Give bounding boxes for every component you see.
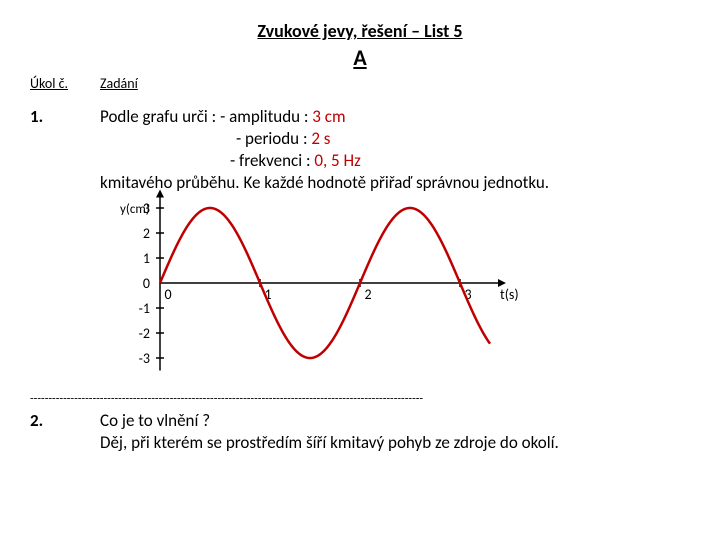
svg-text:0: 0 <box>164 286 171 303</box>
page-title: Zvukové jevy, řešení – List 5 <box>30 20 690 42</box>
divider: ----------------------------------------… <box>30 392 690 406</box>
svg-text:1: 1 <box>143 250 150 267</box>
task1-ans3: 0, 5 Hz <box>314 150 360 171</box>
variant-letter: A <box>30 44 690 71</box>
task-1-body: Podle grafu urči : - amplitudu : 3 cm - … <box>100 106 690 194</box>
column-headers: Úkol č. Zadání <box>30 75 690 92</box>
task-1: 1. Podle grafu urči : - amplitudu : 3 cm… <box>30 106 690 194</box>
task-2: 2. Co je to vlnění ? Děj, při kterém se … <box>30 410 690 454</box>
task1-line2: - periodu : <box>236 128 311 149</box>
task1-ans2: 2 s <box>311 128 330 149</box>
svg-text:0: 0 <box>143 275 150 292</box>
task1-ans1: 3 cm <box>312 106 345 127</box>
task-2-number: 2. <box>30 410 100 454</box>
task2-question: Co je to vlnění ? <box>100 410 690 432</box>
svg-text:-3: -3 <box>139 350 150 367</box>
task1-line1: Podle grafu urči : - amplitudu : <box>100 106 312 127</box>
task-1-number: 1. <box>30 106 100 194</box>
svg-text:-2: -2 <box>139 325 150 342</box>
header-task-num: Úkol č. <box>30 75 100 92</box>
task1-line3: - frekvenci : <box>230 150 314 171</box>
header-task-body: Zadání <box>100 75 138 92</box>
wave-chart: 3210-1-2-30123y(cm)t(s) <box>110 188 530 388</box>
svg-text:-1: -1 <box>139 300 150 317</box>
svg-text:t(s): t(s) <box>500 286 519 303</box>
svg-text:y(cm): y(cm) <box>120 202 150 217</box>
task2-answer: Děj, při kterém se prostředím šíří kmita… <box>100 432 690 454</box>
task-2-body: Co je to vlnění ? Děj, při kterém se pro… <box>100 410 690 454</box>
svg-text:2: 2 <box>143 225 150 242</box>
svg-text:2: 2 <box>364 286 371 303</box>
